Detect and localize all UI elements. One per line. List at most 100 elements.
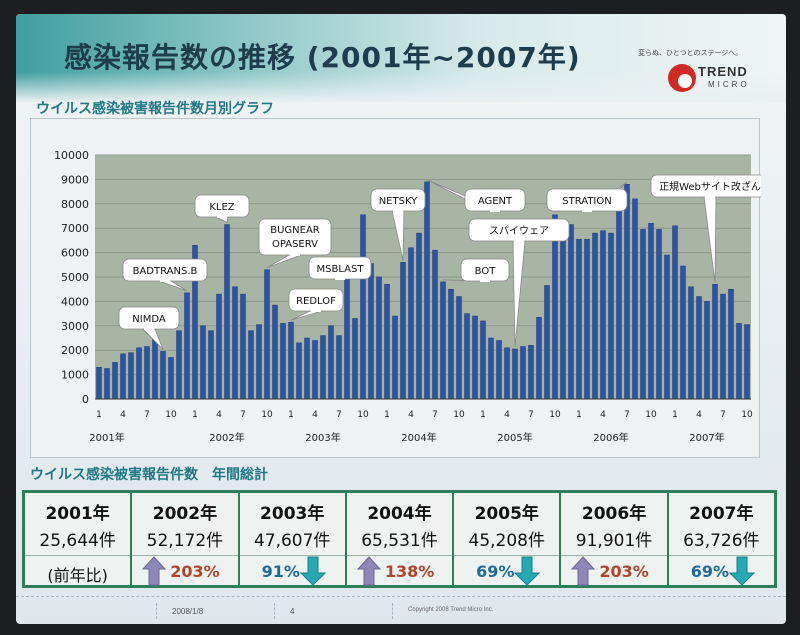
data-bar [464,313,470,400]
x-month-tick: 1 [672,410,678,420]
data-bar [584,238,590,400]
y-tick-label: 0 [82,393,89,406]
yoy-percent: 203% [170,562,220,581]
y-tick-label: 1000 [61,369,89,382]
callout-joint [705,195,715,198]
data-bar [152,338,158,400]
data-bar [720,293,726,400]
trend-micro-logo: TREND MICRO [666,62,766,96]
callout-label: スパイウェア [489,225,549,237]
callout-joint [144,327,154,330]
data-bar [576,238,582,400]
data-bar [568,224,574,400]
x-year-label: 2007年 [689,431,724,444]
annual-totals-table: 2001年 25,644件 (前年比) 2002年 52,172件 203% 2… [22,490,777,588]
annual-count: 91,901件 [575,531,653,551]
yoy-row: 69% [454,555,560,587]
footer-separator [274,603,275,619]
data-bar [592,232,598,400]
data-bar [512,348,518,400]
chart-panel: 0 1000 2000 3000 4000 5000 6000 7000 8000 9000 100… [30,118,761,458]
year-label: 2007年 [689,504,754,524]
increase-arrow-icon [571,556,596,586]
page-title: 感染報告数の推移 (2001年~2007年) [64,41,581,74]
data-bar [128,352,134,400]
year-label: 2003年 [260,504,325,524]
x-year-label: 2002年 [209,431,244,444]
data-bar [280,323,286,400]
yoy-row: 69% [668,555,774,587]
data-bar [288,321,294,400]
footer-separator [392,603,393,619]
callout-label: REDLOF [296,296,336,307]
data-bar [392,315,398,400]
increase-arrow-icon [356,556,381,586]
decrease-arrow-icon [299,556,326,586]
title-band [16,14,786,102]
data-bar [480,320,486,400]
data-bar [176,330,182,400]
x-month-tick: 4 [120,410,126,420]
x-year-label: 2005年 [497,431,532,444]
data-bar [608,232,614,400]
data-bar [216,293,222,400]
callout-label: STRATION [562,196,611,207]
prev-year-label: (前年比) [47,566,108,585]
data-bar [256,324,262,400]
footer-date: 2008/1/8 [172,607,204,616]
callout-joint [311,309,321,312]
callout-joint [480,279,490,282]
data-bar [224,224,230,400]
year-label: 2002年 [152,504,218,524]
data-bar [488,337,494,400]
year-column: 2003年 47,607件 91% [239,493,347,586]
callout-label: BADTRANS.B [133,266,198,277]
x-year-label: 2006年 [593,431,628,444]
y-tick-label: 6000 [61,247,89,260]
yoy-percent: 138% [384,562,435,581]
footer-page-number: 4 [290,607,295,616]
data-bar [384,284,390,400]
data-bar [304,337,310,400]
year-column: 2004年 65,531件 138% [346,493,455,586]
year-label: 2005年 [474,504,539,524]
callout-label: NIMDA [132,314,166,325]
data-bar [424,181,430,400]
x-month-tick: 7 [144,410,150,420]
x-month-tick: 10 [261,410,273,420]
y-tick-label: 2000 [61,344,89,357]
data-bar [400,262,406,400]
yoy-percent: 91% [261,562,300,581]
data-bar [624,184,630,400]
callout-joint [514,239,524,242]
x-year-label: 2003年 [305,431,340,444]
logo-tagline: 変らぬ、ひとつとのステージへ。 [638,49,743,57]
data-bar [600,230,606,400]
year-column: 2001年 25,644件 (前年比) [25,493,133,585]
data-bar [648,223,654,400]
data-bar [496,340,502,400]
data-bar [120,353,126,400]
table-title: ウイルス感染被害報告件数 年間総計 [30,467,268,483]
data-bar [448,288,454,400]
callout-joint [290,253,300,256]
x-month-tick: 4 [504,410,510,420]
x-month-tick: 7 [720,410,726,420]
x-month-tick: 1 [288,410,294,420]
data-bar [672,225,678,400]
x-month-tick: 7 [336,410,342,420]
presentation-slide: 感染報告数の推移 (2001年~2007年) 変らぬ、ひとつとのステージへ。 T… [16,14,786,624]
x-month-tick: 4 [216,410,222,420]
data-bar [520,346,526,400]
data-bar [640,229,646,400]
data-bar [296,342,302,400]
data-bar [376,276,382,400]
logo-name-line2: MICRO [708,80,750,89]
year-column: 2005年 45,208件 69% [454,493,562,587]
callout-joint [160,279,170,282]
data-bar [352,318,358,400]
data-bar [160,351,166,400]
data-bar [328,325,334,400]
yoy-percent: 69% [690,562,729,581]
data-bar [712,284,718,400]
